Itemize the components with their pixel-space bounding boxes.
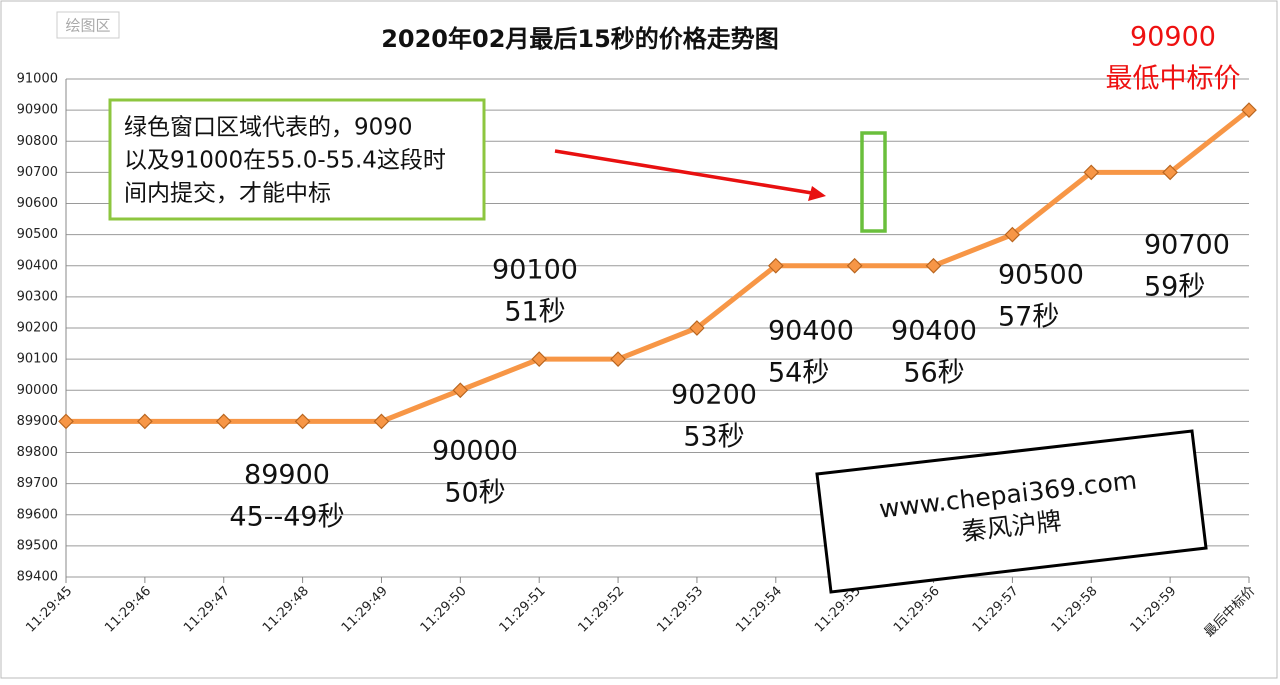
annotation: 90500 bbox=[998, 260, 1084, 291]
annotation: 90700 bbox=[1144, 230, 1230, 261]
y-tick-label: 89500 bbox=[17, 538, 58, 553]
annotation: 89900 bbox=[244, 460, 330, 491]
y-tick-label: 90700 bbox=[17, 165, 58, 180]
marker bbox=[373, 413, 390, 430]
y-tick-label: 89600 bbox=[17, 507, 58, 522]
y-tick-label: 89800 bbox=[17, 445, 58, 460]
marker bbox=[58, 413, 74, 430]
marker bbox=[215, 413, 232, 430]
marker bbox=[1083, 164, 1100, 181]
y-tick-label: 90600 bbox=[17, 196, 58, 211]
annotation: 53秒 bbox=[683, 422, 744, 453]
corner-label: 绘图区 bbox=[65, 17, 110, 35]
y-tick-label: 90300 bbox=[17, 289, 58, 304]
y-tick-label: 90100 bbox=[17, 352, 58, 367]
note-text: 以及91000在55.0-55.4这段时 bbox=[124, 148, 446, 174]
arrow-head bbox=[808, 186, 826, 201]
note-box bbox=[108, 98, 486, 221]
chart-title: 2020年02月最后15秒的价格走势图 bbox=[381, 25, 779, 53]
y-tick-label: 90500 bbox=[17, 227, 58, 242]
annotation: 90000 bbox=[432, 436, 518, 467]
marker bbox=[452, 382, 469, 399]
annotation: 59秒 bbox=[1144, 272, 1205, 303]
series-line bbox=[66, 108, 1251, 424]
marker bbox=[1004, 226, 1021, 243]
annotation: 51秒 bbox=[504, 297, 565, 328]
marker bbox=[1162, 164, 1178, 181]
annotation: 90100 bbox=[492, 255, 578, 286]
annotation: 最低中标价 bbox=[1106, 64, 1241, 95]
annotation: 90400 bbox=[891, 316, 977, 347]
marker bbox=[1241, 102, 1257, 118]
annotation: 90900 bbox=[1130, 22, 1216, 53]
annotation: 90200 bbox=[671, 380, 757, 411]
note-text: 间内提交，才能中标 bbox=[124, 181, 331, 207]
marker bbox=[925, 257, 942, 274]
marker bbox=[137, 413, 153, 430]
y-tick-label: 90400 bbox=[17, 258, 58, 273]
arrow bbox=[554, 149, 813, 195]
y-tick-label: 90900 bbox=[17, 103, 58, 118]
y-tick-label: 90200 bbox=[17, 321, 58, 336]
corner-box bbox=[56, 11, 120, 39]
marker bbox=[689, 320, 705, 336]
annotation: 45--49秒 bbox=[229, 502, 344, 533]
marker bbox=[846, 257, 863, 274]
y-tick-label: 90000 bbox=[17, 383, 58, 398]
annotation: 90400 bbox=[768, 316, 854, 347]
y-tick-label: 89700 bbox=[17, 476, 58, 491]
marker bbox=[610, 351, 626, 367]
note: 绿色窗口区域代表的，9090 以及91000在55.0-55.4这段时间内提交，才… bbox=[124, 115, 446, 207]
y-tick-label: 90800 bbox=[17, 134, 58, 149]
y-tick-label: 89400 bbox=[17, 570, 58, 585]
annotation: 57秒 bbox=[998, 302, 1059, 333]
note-text: 绿色窗口区域代表的，9090 bbox=[124, 115, 413, 141]
watermark-box bbox=[815, 429, 1208, 594]
y-tick-label: 89900 bbox=[17, 414, 58, 429]
annotation: 56秒 bbox=[903, 358, 964, 389]
green-window bbox=[860, 131, 887, 233]
annotation: 54秒 bbox=[768, 358, 829, 389]
annotation: 50秒 bbox=[444, 478, 505, 509]
marker bbox=[767, 257, 784, 274]
y-tick-label: 91000 bbox=[17, 72, 58, 87]
marker bbox=[531, 351, 548, 367]
marker bbox=[294, 413, 311, 430]
